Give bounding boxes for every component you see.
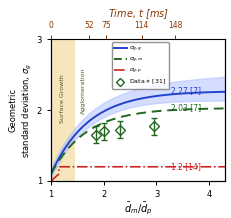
Y-axis label: Geometric
standard deviation, $\sigma_g$: Geometric standard deviation, $\sigma_g$ [8,63,34,158]
Text: Agglomeration: Agglomeration [81,68,86,114]
Text: 2.27 [7]: 2.27 [7] [170,87,201,95]
X-axis label: Time, $t$ [ms]: Time, $t$ [ms] [107,7,168,21]
Text: 2.03 [7]: 2.03 [7] [170,104,201,112]
Bar [51,39,74,181]
X-axis label: $\bar{d}_m/\bar{d}_p$: $\bar{d}_m/\bar{d}_p$ [123,200,152,217]
Legend: $\sigma_{g,g}$, $\sigma_{g,m}$, $\sigma_{g,p}$, Data $\diamond$ [31]: $\sigma_{g,g}$, $\sigma_{g,m}$, $\sigma_… [111,42,168,89]
Text: 1.2 [14]: 1.2 [14] [171,162,201,171]
Text: Surface Growth: Surface Growth [60,75,65,123]
